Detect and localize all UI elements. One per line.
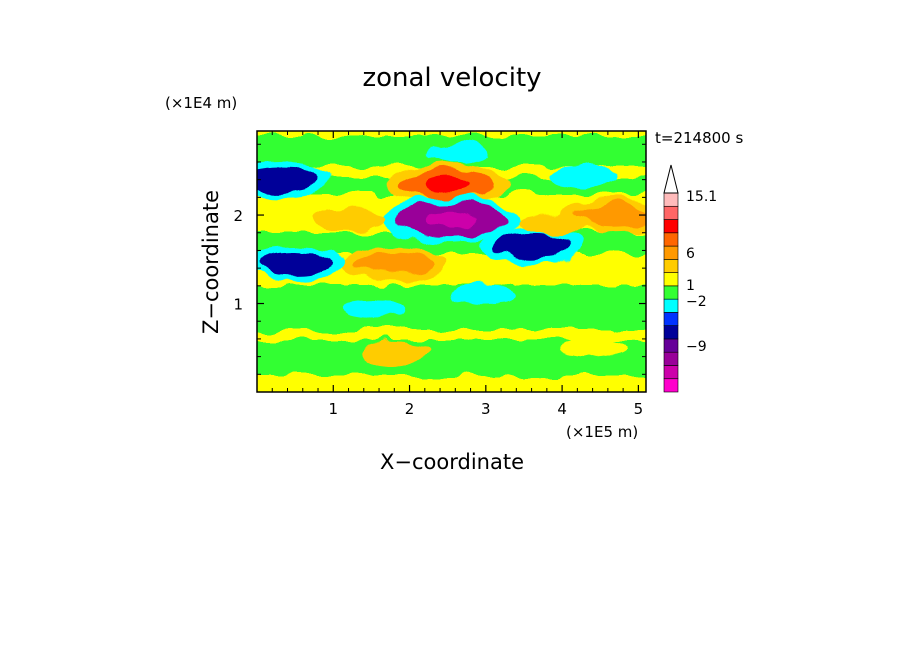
contour-field (257, 136, 646, 376)
colorbar-swatch (663, 285, 679, 300)
contour-feature-8 (576, 203, 646, 227)
colorbar-swatch (663, 232, 679, 247)
y-axis-ticks: 12 (233, 143, 646, 375)
contour-core-1 (425, 211, 478, 228)
contour-feature-10 (342, 298, 409, 318)
plot-frame (256, 130, 647, 393)
contour-feature-12 (358, 341, 431, 363)
contour-feature-9 (518, 213, 591, 235)
colorbar-swatch (663, 351, 679, 366)
colorbar-label: 1 (686, 278, 695, 294)
colorbar-swatch (663, 245, 679, 260)
y-unit-label: (×1E4 m) (165, 94, 237, 112)
colorbar-label: 15.1 (686, 189, 717, 205)
colorbar: 15.1 6 1−2 −9 (663, 164, 717, 393)
colorbar-swatch (663, 192, 679, 207)
colorbar-swatch (663, 312, 679, 326)
colorbar-swatch (663, 298, 679, 313)
colorbar-swatch (663, 219, 679, 234)
colorbar-label: −9 (686, 339, 707, 355)
x-tick-label: 3 (481, 400, 491, 418)
colorbar-extend-arrow (663, 164, 679, 194)
contour-feature-2 (355, 252, 434, 276)
x-tick-label: 4 (557, 400, 567, 418)
y-tick-label: 2 (233, 207, 243, 225)
contour-feature-13 (559, 337, 626, 358)
colorbar-label: −2 (686, 294, 707, 310)
colorbar-swatch (663, 325, 679, 340)
y-tick-label: 1 (233, 296, 243, 314)
y-axis-label: Z−coordinate (199, 190, 223, 334)
contour-feature-3 (312, 208, 385, 231)
x-tick-label: 1 (329, 400, 339, 418)
colorbar-swatch (663, 205, 679, 220)
contour-feature-7 (551, 165, 618, 186)
contour-feature-5 (257, 252, 335, 276)
contour-feature-14 (422, 143, 489, 164)
chart-title: zonal velocity (362, 63, 541, 93)
x-tick-label: 5 (634, 400, 644, 418)
colorbar-swatch (663, 378, 679, 393)
colorbar-label: 6 (686, 246, 695, 262)
x-axis-label: X−coordinate (380, 450, 524, 474)
colorbar-swatch (663, 365, 679, 380)
contour-feature-4 (257, 167, 319, 192)
x-unit-label: (×1E5 m) (566, 423, 638, 441)
time-label: t=214800 s (655, 129, 743, 147)
colorbar-swatch (663, 338, 679, 353)
x-axis-ticks: 1 2 3 4 5 (271, 131, 644, 418)
contour-core-0 (426, 177, 470, 191)
colorbar-swatch (663, 272, 679, 287)
band-low-green (257, 285, 646, 330)
colorbar-swatch (663, 259, 679, 273)
contour-feature-11 (449, 284, 516, 305)
contour-feature-6 (492, 234, 571, 258)
x-tick-label: 2 (405, 400, 415, 418)
